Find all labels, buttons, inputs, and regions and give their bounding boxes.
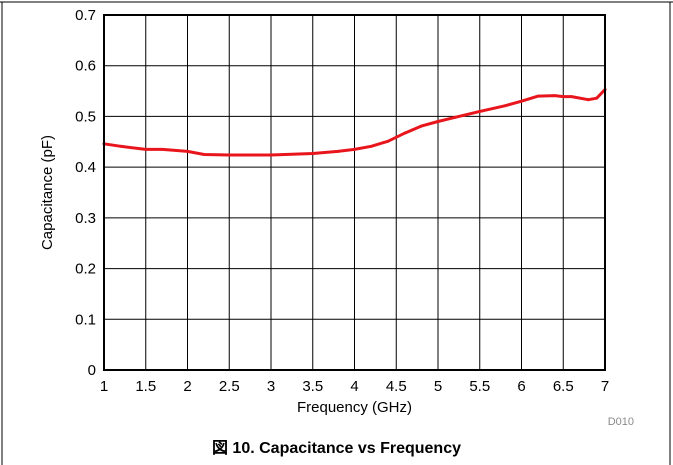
y-tick-labels: 0 0.1 0.2 0.3 0.4 0.5 0.6 0.7 — [75, 7, 96, 379]
series-point — [144, 147, 148, 151]
y-tick-label: 0.7 — [75, 7, 96, 24]
series-point — [520, 99, 523, 103]
series-point — [503, 104, 507, 108]
series-point — [353, 147, 356, 151]
x-tick-label: 1.5 — [135, 378, 156, 395]
x-tick-label: 1 — [100, 378, 108, 395]
x-tick-label: 5 — [434, 378, 442, 395]
plot-border — [103, 14, 606, 371]
series-point — [311, 152, 315, 155]
series-point — [386, 139, 390, 143]
series-point — [269, 153, 273, 157]
series-point — [161, 147, 164, 151]
series-point — [369, 144, 373, 148]
y-axis-title: Capacitance (pF) — [39, 135, 56, 250]
x-tick-label: 4.5 — [386, 378, 407, 395]
series-point — [186, 150, 189, 153]
grid-lines — [103, 14, 606, 371]
series-point — [336, 150, 340, 153]
y-tick-label: 0.5 — [75, 108, 96, 125]
series-point — [119, 144, 123, 148]
x-tick-label: 6.5 — [553, 378, 574, 395]
series-point — [570, 95, 573, 99]
figure-code: D010 — [608, 416, 634, 428]
x-tick-label: 7 — [601, 378, 609, 395]
x-tick-label: 2 — [183, 378, 191, 395]
x-tick-labels: 1 1.5 2 2.5 3 3.5 4 4.5 5 5.5 6 6.5 7 — [100, 378, 609, 395]
x-tick-label: 2.5 — [219, 378, 240, 395]
series-point — [227, 153, 231, 157]
y-tick-label: 0.6 — [75, 58, 96, 75]
x-axis-title: Frequency (GHz) — [297, 399, 412, 416]
x-tick-label: 5.5 — [469, 378, 490, 395]
series-point — [595, 96, 599, 100]
y-tick-label: 0 — [88, 362, 96, 379]
x-tick-label: 4 — [350, 378, 358, 395]
figure-caption: 図 10. Capacitance vs Frequency — [211, 440, 461, 457]
series-point — [419, 124, 423, 128]
series-point — [202, 153, 206, 156]
x-tick-label: 3.5 — [302, 378, 323, 395]
series-point — [561, 95, 565, 99]
y-tick-label: 0.4 — [75, 159, 96, 176]
y-tick-label: 0.3 — [75, 210, 96, 227]
series-point — [586, 98, 590, 102]
series-point — [403, 131, 406, 135]
series-point — [436, 120, 440, 123]
x-tick-label: 6 — [517, 378, 525, 395]
series-point — [453, 116, 457, 119]
series-point — [478, 109, 482, 113]
series-point — [553, 94, 557, 98]
y-tick-label: 0.2 — [75, 261, 96, 278]
series-layer — [102, 88, 607, 157]
y-tick-label: 0.1 — [75, 311, 96, 328]
x-tick-label: 3 — [267, 378, 275, 395]
series-point — [536, 94, 540, 98]
